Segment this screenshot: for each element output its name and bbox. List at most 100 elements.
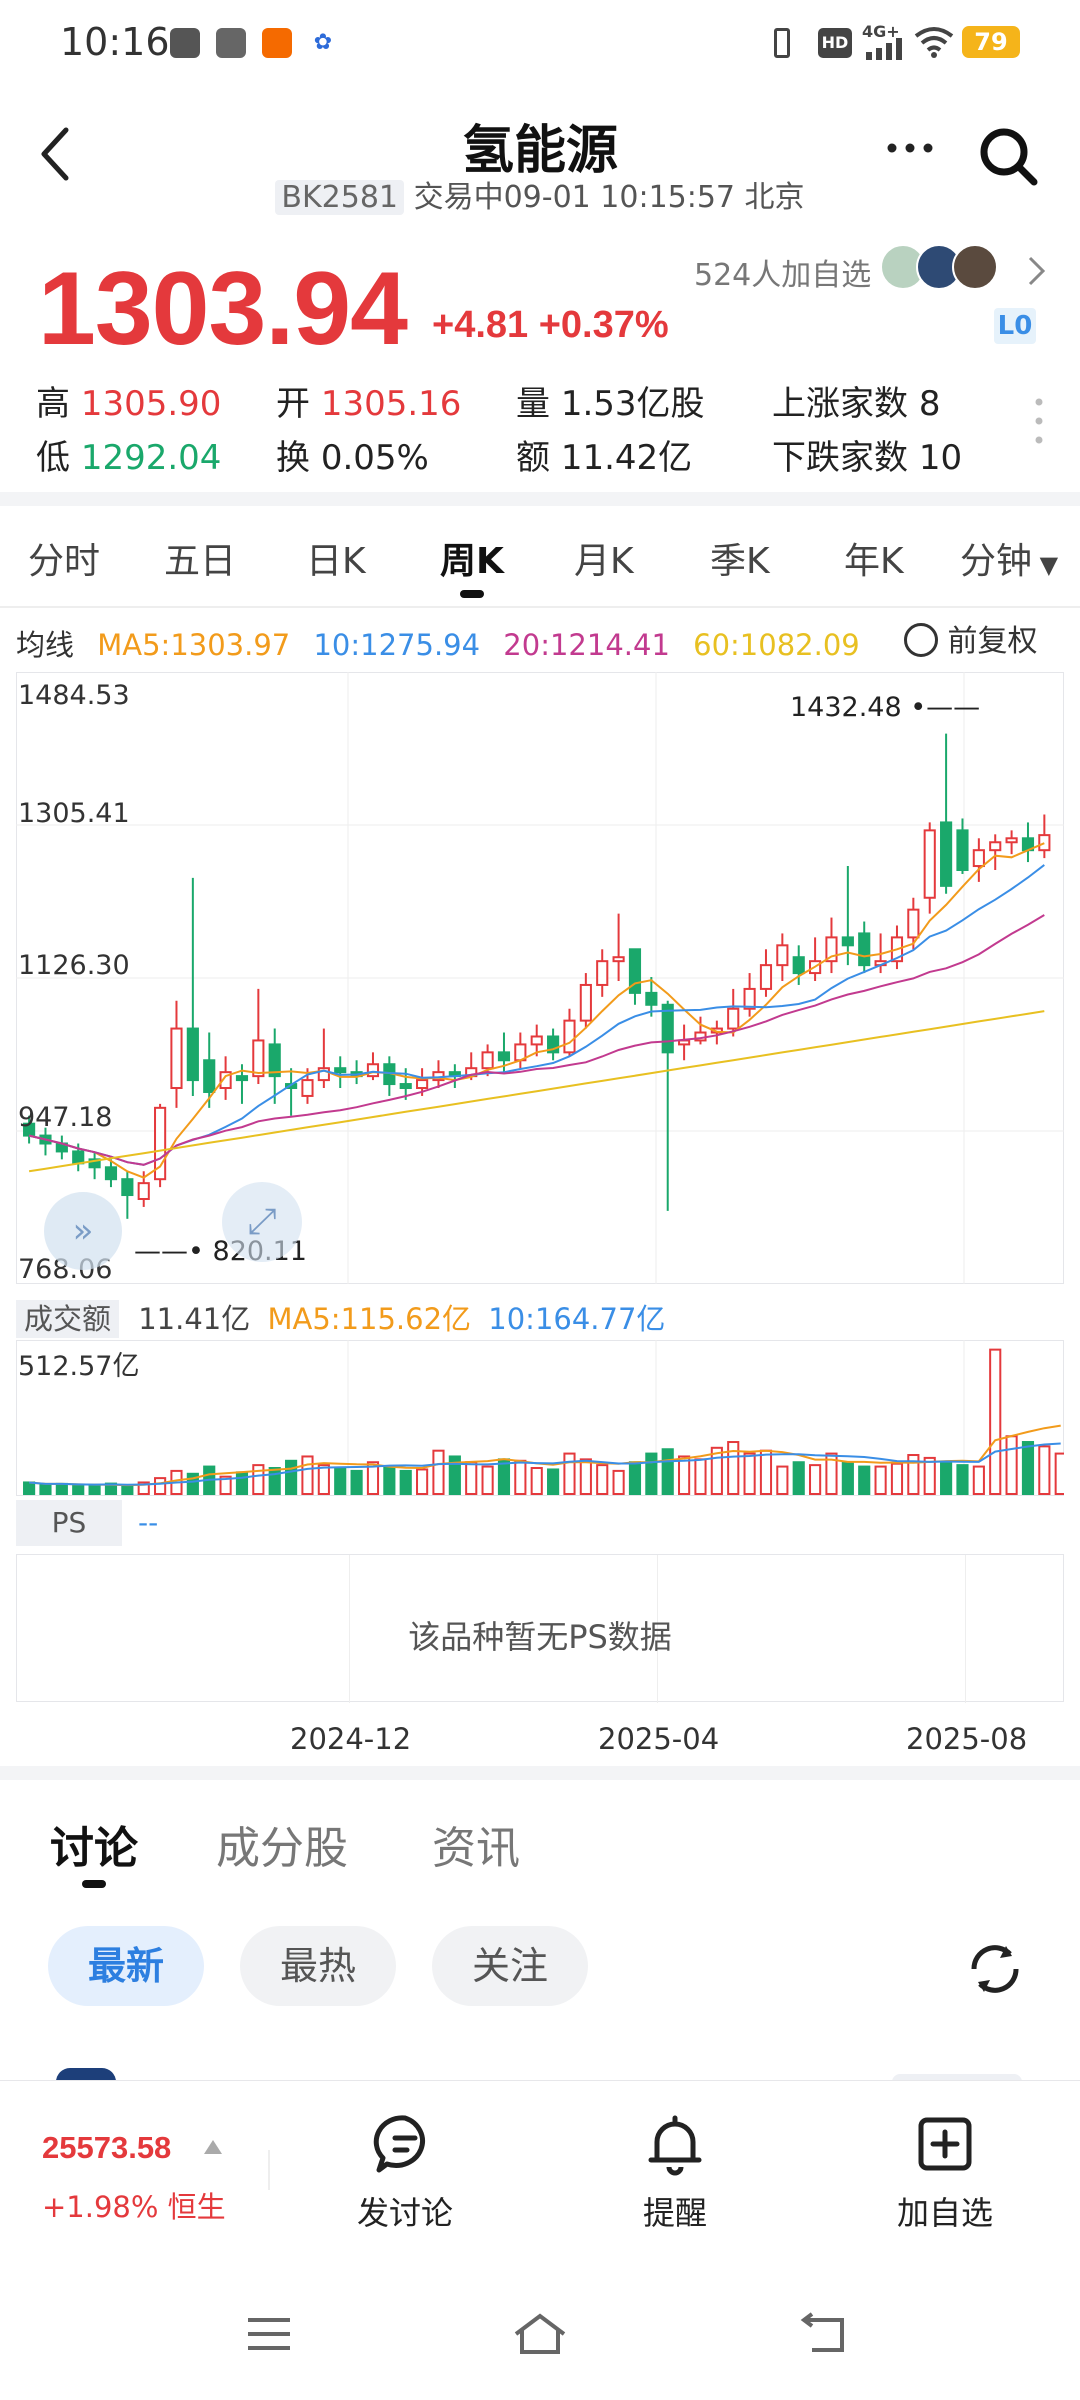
refresh-icon[interactable] (962, 1936, 1028, 2002)
candle (366, 1063, 380, 1078)
y-tick-label: 1305.41 (18, 798, 130, 829)
back-arrow-icon[interactable] (36, 126, 76, 182)
volume-bar (923, 1456, 936, 1496)
expand-left-button[interactable]: » (44, 1192, 122, 1270)
candle (121, 1178, 134, 1197)
tab-monthly-k[interactable]: 月K (574, 541, 634, 582)
tab-yearly-k[interactable]: 年K (844, 541, 904, 582)
taobao-icon (262, 28, 292, 58)
tab-minute[interactable]: 分钟 ▼ (960, 541, 1059, 582)
candle (334, 1067, 347, 1074)
ma10-line (28, 864, 1045, 1166)
volume-bar (121, 1485, 134, 1496)
volume-bar (268, 1467, 281, 1495)
volume-bar (39, 1484, 52, 1495)
volume-bar (399, 1469, 412, 1495)
candle (301, 1079, 314, 1097)
stat-advancers: 上涨家数 8 (772, 384, 941, 424)
volume-legend: 成交额 11.41亿 MA5:115.62亿 10:164.77亿 (16, 1296, 665, 1338)
post-avatar[interactable] (56, 2068, 116, 2082)
candle (1038, 834, 1051, 852)
volume-bar (317, 1464, 330, 1495)
add-watchlist-button[interactable]: 加自选 (860, 2112, 1030, 2234)
fullscreen-button[interactable]: ⤢ (222, 1182, 302, 1262)
volume-bar (252, 1464, 265, 1495)
volume-bar (219, 1475, 232, 1495)
candle (416, 1079, 429, 1090)
volume-bar (989, 1348, 1002, 1496)
index-value[interactable]: 25573.58 (42, 2130, 172, 2165)
volume-bar (727, 1441, 740, 1495)
home-nav-icon[interactable] (510, 2312, 570, 2356)
volume-bar (825, 1452, 838, 1496)
ps-label[interactable]: PS (16, 1500, 122, 1546)
ma20-value: 20:1214.41 (503, 628, 670, 662)
candle (154, 1106, 167, 1181)
divider (268, 2150, 270, 2190)
filter-latest[interactable]: 最新 (48, 1926, 204, 2006)
volume-bar (88, 1484, 101, 1495)
more-icon[interactable] (880, 128, 940, 168)
battery-indicator: 79 (962, 26, 1020, 58)
tab-discussion[interactable]: 讨论 (50, 1823, 138, 1874)
volume-bar (1054, 1452, 1064, 1496)
search-icon[interactable] (976, 124, 1040, 188)
follow-button[interactable] (892, 2074, 1022, 2082)
menu-nav-icon[interactable] (244, 2312, 294, 2356)
tab-news[interactable]: 资讯 (432, 1823, 520, 1874)
more-vertical-icon[interactable] (1034, 396, 1044, 446)
tab-weekly-k[interactable]: 周K (440, 541, 504, 582)
tab-intraday[interactable]: 分时 (28, 541, 101, 582)
volume-bar (1005, 1435, 1018, 1496)
baidu-icon: ✿ (308, 28, 338, 58)
grid-line (657, 1555, 658, 1703)
bell-icon (648, 2115, 702, 2176)
tab-quarterly-k[interactable]: 季K (710, 541, 770, 582)
candle (776, 944, 789, 967)
volume-bar (334, 1467, 347, 1495)
tab-daily-k[interactable]: 日K (306, 541, 366, 582)
candle (661, 1003, 674, 1054)
adjust-button[interactable]: 前复权 (904, 616, 1038, 660)
volume-bar (366, 1461, 380, 1496)
candle (563, 1019, 576, 1054)
candle (972, 849, 985, 868)
filter-following[interactable]: 关注 (432, 1926, 588, 2006)
volume-chart[interactable] (16, 1340, 1064, 1496)
bottom-bar (0, 2080, 1080, 2220)
vibrate-icon (774, 28, 790, 58)
filter-hottest[interactable]: 最热 (240, 1926, 396, 2006)
page-subtitle: BK2581 交易中09-01 10:15:57 北京 (0, 172, 1080, 216)
candle (579, 983, 592, 1022)
chevron-right-icon[interactable] (1026, 254, 1048, 288)
ma20-line (28, 914, 1045, 1166)
alert-button[interactable]: 提醒 (590, 2112, 760, 2234)
candlestick-chart[interactable] (16, 672, 1064, 1284)
volume-ma5-line (29, 1424, 1061, 1487)
post-discussion-button[interactable]: 发讨论 (320, 2112, 490, 2234)
stat-high: 高 1305.90 (36, 384, 222, 424)
candle (497, 1051, 511, 1062)
section-divider (0, 1766, 1080, 1780)
candle (841, 936, 854, 947)
volume-bar (940, 1461, 953, 1496)
candle (547, 1035, 560, 1054)
candle (530, 1035, 543, 1046)
follower-avatar (952, 244, 998, 290)
hd-icon: HD (818, 28, 852, 58)
stat-amount: 额 11.42亿 (516, 438, 693, 478)
back-nav-icon[interactable] (798, 2312, 850, 2356)
candle (792, 956, 805, 975)
chart-frame (16, 1340, 1064, 1496)
follower-count[interactable]: 524人加自选 (694, 258, 872, 293)
volume-bar (743, 1452, 756, 1496)
tab-constituents[interactable]: 成分股 (216, 1823, 348, 1874)
tab-five-day[interactable]: 五日 (164, 541, 237, 582)
status-time: 10:16 (60, 20, 170, 64)
volume-bar (481, 1465, 494, 1496)
candle (596, 960, 609, 986)
signal-bars-icon (866, 38, 902, 60)
index-change[interactable]: +1.98% 恒生 (42, 2190, 226, 2224)
candle (956, 829, 969, 872)
candle (88, 1158, 101, 1169)
